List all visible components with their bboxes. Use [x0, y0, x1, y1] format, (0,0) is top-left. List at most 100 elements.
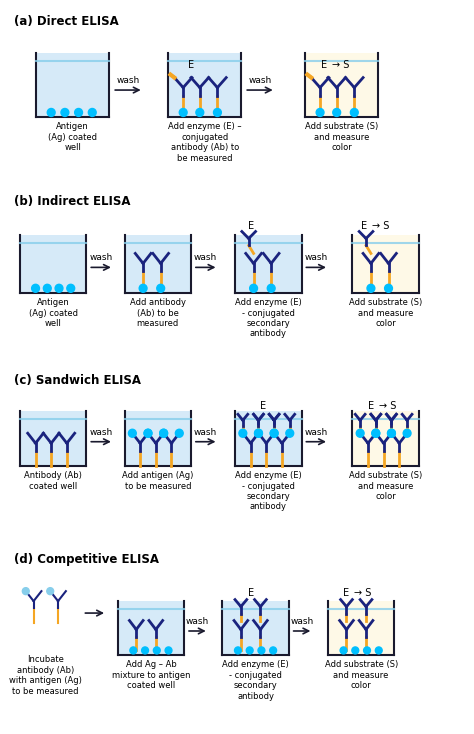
Circle shape: [139, 284, 147, 292]
FancyBboxPatch shape: [168, 53, 241, 117]
Circle shape: [286, 429, 294, 437]
Text: wash: wash: [186, 617, 209, 626]
Text: Add Ag – Ab
mixture to antigen
coated well: Add Ag – Ab mixture to antigen coated we…: [112, 661, 190, 690]
Circle shape: [384, 284, 392, 292]
Text: (c) Sandwich ELISA: (c) Sandwich ELISA: [14, 374, 141, 387]
Circle shape: [47, 109, 55, 117]
Circle shape: [333, 109, 341, 117]
Circle shape: [356, 429, 364, 437]
FancyBboxPatch shape: [352, 236, 419, 294]
FancyBboxPatch shape: [118, 600, 184, 655]
Circle shape: [196, 109, 204, 117]
Text: → S: → S: [379, 401, 396, 411]
Circle shape: [255, 429, 263, 437]
Text: Add enzyme (E)
- conjugated
secondary
antibody: Add enzyme (E) - conjugated secondary an…: [235, 298, 301, 338]
Circle shape: [270, 429, 278, 437]
Circle shape: [388, 429, 395, 437]
Text: wash: wash: [291, 617, 314, 626]
Text: Add substrate (S)
and measure
color: Add substrate (S) and measure color: [349, 298, 422, 328]
Circle shape: [44, 284, 51, 292]
Circle shape: [375, 647, 382, 654]
Circle shape: [255, 429, 263, 437]
Text: (d) Competitive ELISA: (d) Competitive ELISA: [14, 553, 159, 567]
Text: wash: wash: [90, 428, 113, 437]
Text: Add substrate (S)
and measure
color: Add substrate (S) and measure color: [305, 123, 378, 152]
Circle shape: [403, 429, 411, 437]
Circle shape: [144, 429, 152, 437]
Circle shape: [270, 429, 278, 437]
Circle shape: [32, 284, 39, 292]
Text: E: E: [247, 588, 254, 597]
Text: Add antibody
(Ab) to be
measured: Add antibody (Ab) to be measured: [130, 298, 186, 328]
Text: Antibody (Ab)
coated well: Antibody (Ab) coated well: [24, 471, 82, 490]
Circle shape: [372, 429, 380, 437]
Circle shape: [160, 429, 167, 437]
Circle shape: [160, 429, 167, 437]
Text: → S: → S: [332, 59, 349, 70]
Text: → S: → S: [372, 220, 389, 230]
Circle shape: [388, 429, 395, 437]
Circle shape: [175, 429, 183, 437]
Circle shape: [316, 109, 324, 117]
Circle shape: [61, 109, 69, 117]
Circle shape: [372, 429, 380, 437]
Text: E: E: [260, 401, 266, 411]
FancyBboxPatch shape: [36, 53, 109, 117]
FancyBboxPatch shape: [305, 53, 378, 117]
Circle shape: [144, 429, 152, 437]
Circle shape: [239, 429, 247, 437]
Circle shape: [67, 284, 75, 292]
Circle shape: [350, 109, 358, 117]
FancyBboxPatch shape: [328, 600, 394, 655]
FancyBboxPatch shape: [20, 236, 86, 294]
Text: E: E: [361, 220, 367, 230]
Circle shape: [258, 647, 265, 654]
Circle shape: [352, 647, 359, 654]
Text: E: E: [344, 588, 349, 597]
Circle shape: [267, 284, 275, 292]
Text: E: E: [321, 59, 327, 70]
Circle shape: [165, 647, 172, 654]
Circle shape: [55, 284, 63, 292]
Text: Add enzyme (E)
- conjugated
secondary
antibody: Add enzyme (E) - conjugated secondary an…: [235, 471, 301, 512]
Circle shape: [157, 284, 164, 292]
Text: (a) Direct ELISA: (a) Direct ELISA: [14, 15, 119, 29]
Text: E: E: [247, 220, 254, 230]
FancyBboxPatch shape: [235, 236, 301, 294]
Text: wash: wash: [304, 428, 328, 437]
Text: Add substrate (S)
and measure
color: Add substrate (S) and measure color: [325, 661, 398, 690]
Circle shape: [179, 109, 187, 117]
Circle shape: [130, 647, 137, 654]
Text: Incubate
antibody (Ab)
with antigen (Ag)
to be measured: Incubate antibody (Ab) with antigen (Ag)…: [9, 655, 82, 696]
Text: (b) Indirect ELISA: (b) Indirect ELISA: [14, 195, 130, 208]
FancyBboxPatch shape: [222, 600, 289, 655]
Circle shape: [213, 109, 221, 117]
FancyBboxPatch shape: [125, 236, 191, 294]
Text: E: E: [188, 59, 194, 70]
FancyBboxPatch shape: [235, 411, 301, 466]
Circle shape: [142, 647, 148, 654]
Text: wash: wash: [194, 428, 217, 437]
Text: Antigen
(Ag) coated
well: Antigen (Ag) coated well: [28, 298, 78, 328]
Text: wash: wash: [248, 76, 272, 85]
Circle shape: [88, 109, 96, 117]
Circle shape: [75, 109, 82, 117]
FancyBboxPatch shape: [352, 411, 419, 466]
Text: wash: wash: [304, 253, 328, 262]
Text: Antigen
(Ag) coated
well: Antigen (Ag) coated well: [48, 123, 97, 152]
Circle shape: [128, 429, 136, 437]
Circle shape: [250, 284, 257, 292]
Circle shape: [47, 588, 54, 595]
Circle shape: [367, 284, 375, 292]
Circle shape: [246, 647, 253, 654]
Text: → S: → S: [354, 588, 372, 597]
Text: wash: wash: [116, 76, 139, 85]
Text: Add substrate (S)
and measure
color: Add substrate (S) and measure color: [349, 471, 422, 501]
Text: Add enzyme (E)
- conjugated
secondary
antibody: Add enzyme (E) - conjugated secondary an…: [222, 661, 289, 700]
Circle shape: [270, 647, 276, 654]
FancyBboxPatch shape: [125, 411, 191, 466]
Text: Add enzyme (E) –
conjugated
antibody (Ab) to
be measured: Add enzyme (E) – conjugated antibody (Ab…: [168, 123, 242, 163]
Circle shape: [154, 647, 160, 654]
Text: E: E: [368, 401, 374, 411]
Text: wash: wash: [194, 253, 217, 262]
